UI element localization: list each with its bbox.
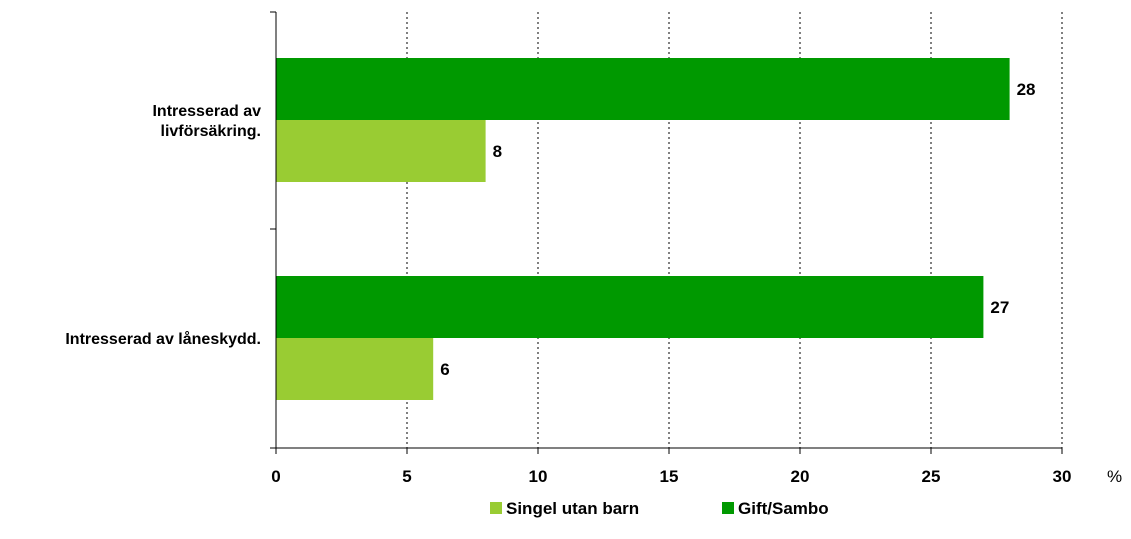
data-label-singel-utan-barn-1: 8 (493, 142, 502, 161)
axes (270, 11, 1063, 454)
bar-singel-utan-barn-2 (276, 338, 434, 400)
legend-swatch-gift-sambo (722, 502, 734, 514)
x-tick-label-15: 15 (660, 467, 679, 486)
x-tick-label-5: 5 (402, 467, 411, 486)
legend: Singel utan barn Gift/Sambo (490, 499, 829, 518)
bar-gift-sambo-2 (276, 276, 984, 338)
bar-gift-sambo-1 (276, 58, 1010, 120)
x-tick-label-25: 25 (922, 467, 941, 486)
legend-swatch-singel-utan-barn (490, 502, 502, 514)
data-label-gift-sambo-2: 27 (990, 298, 1009, 317)
labels: 28 8 27 6 0 5 10 15 20 25 30 % Intresserad av livförs… (65, 80, 1122, 486)
category-label-2: Intresserad av låneskydd. (65, 330, 261, 348)
legend-label-singel-utan-barn: Singel utan barn (506, 499, 639, 518)
x-tick-label-0: 0 (271, 467, 280, 486)
category-label-1-line-1: Intresserad av (152, 103, 261, 120)
x-unit-label: % (1107, 467, 1122, 486)
category-label-2-line-1: Intresserad av låneskydd. (65, 330, 261, 348)
category-label-1: Intresserad av livförsäkring. (152, 103, 261, 140)
x-tick-label-30: 30 (1053, 467, 1072, 486)
data-label-gift-sambo-1: 28 (1017, 80, 1036, 99)
bars (276, 58, 1010, 400)
bar-singel-utan-barn-1 (276, 120, 486, 182)
x-tick-label-10: 10 (529, 467, 548, 486)
category-label-1-line-2: livförsäkring. (161, 123, 261, 140)
legend-label-gift-sambo: Gift/Sambo (738, 499, 829, 518)
data-label-singel-utan-barn-2: 6 (440, 360, 449, 379)
x-tick-label-20: 20 (791, 467, 810, 486)
